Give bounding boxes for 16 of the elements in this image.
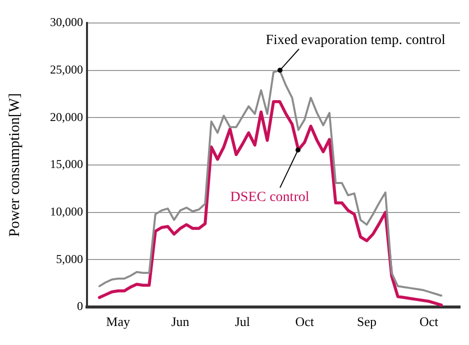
y-tick-label: 10,000 [50, 204, 83, 218]
y-tick-label: 0 [77, 299, 83, 314]
y-tick-label: 15,000 [50, 157, 83, 172]
y-axis-title: Power consumption[W] [6, 93, 23, 237]
y-tick-label: 5,000 [56, 252, 83, 266]
x-tick-label: Sep [357, 314, 376, 330]
x-tick-label: Jul [234, 314, 250, 330]
y-tick-label: 20,000 [50, 110, 83, 124]
y-tick-label: 30,000 [50, 15, 83, 30]
series-label: DSEC control [230, 190, 310, 206]
x-tick-label: May [106, 314, 130, 330]
x-tick-label: Oct [295, 314, 314, 330]
series-label: Fixed evaporation temp. control [266, 32, 446, 48]
y-tick-label: 25,000 [50, 62, 83, 76]
x-tick-label: Oct [420, 314, 439, 330]
x-tick-label: Jun [171, 314, 190, 330]
